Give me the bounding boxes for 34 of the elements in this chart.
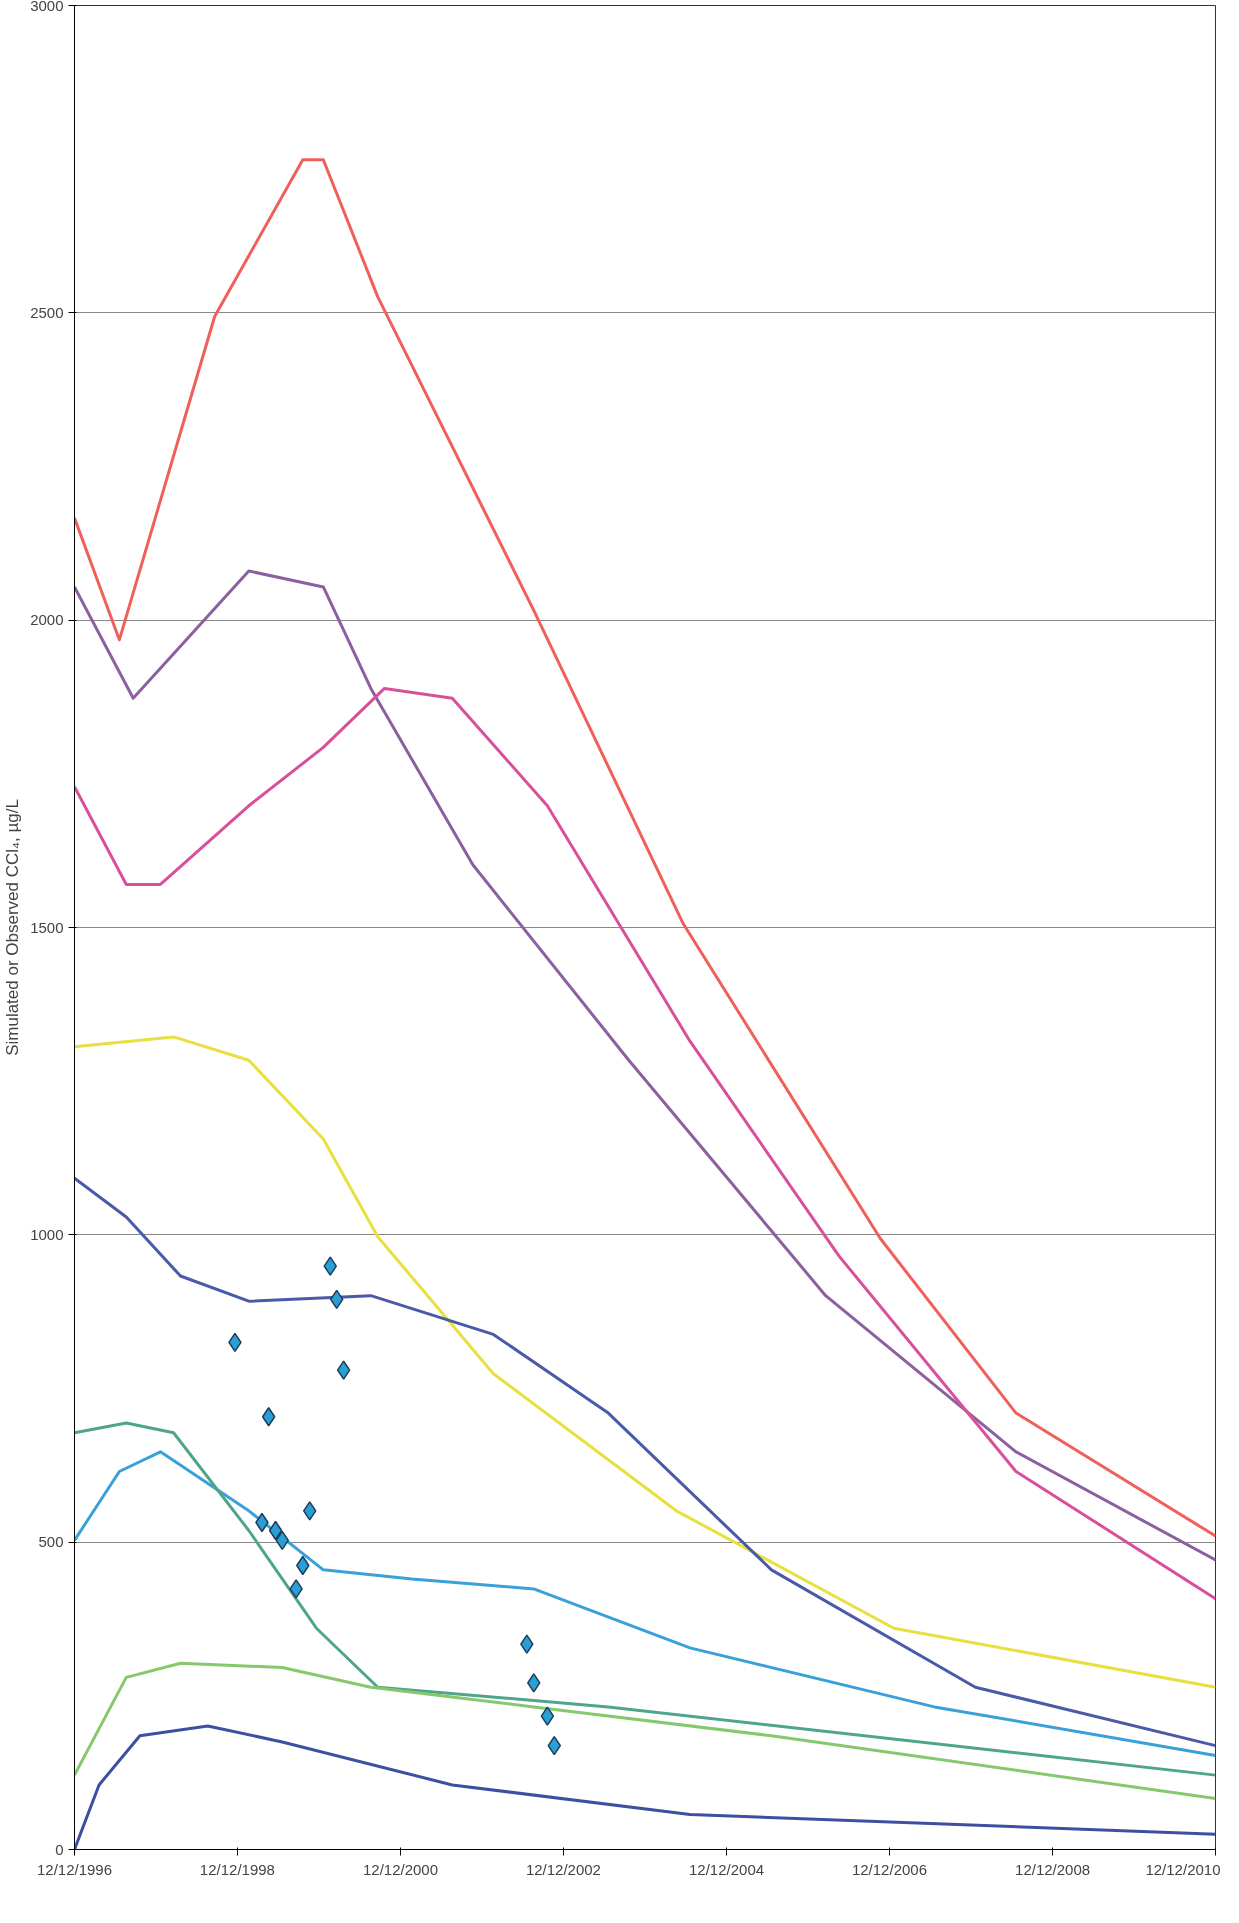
- line-series: [74, 1035, 1216, 1689]
- line-series: [74, 158, 1216, 1538]
- point: [329, 1289, 344, 1310]
- x-tick-label: 12/12/2002: [525, 1860, 601, 1878]
- point: [268, 1520, 283, 1541]
- y-tick-label: 1000: [30, 1225, 64, 1243]
- point: [336, 1360, 351, 1380]
- point: [540, 1706, 555, 1726]
- line-series: [74, 1176, 1216, 1748]
- y-tick-label: 2500: [30, 303, 64, 321]
- x-tick-label: 12/12/2000: [363, 1860, 439, 1878]
- x-tick-label: 12/12/2004: [689, 1860, 765, 1878]
- point: [261, 1407, 276, 1427]
- y-tick-label: 0: [55, 1840, 64, 1858]
- point: [547, 1735, 562, 1756]
- line-series: [74, 569, 1216, 1562]
- point: [289, 1579, 303, 1599]
- y-tick-label: 1500: [30, 918, 64, 936]
- point: [275, 1530, 290, 1551]
- line-series: [74, 1661, 1216, 1800]
- line-series: [74, 686, 1216, 1601]
- x-tick-label: 12/12/2006: [851, 1860, 928, 1878]
- y-tick-label: 500: [38, 1533, 64, 1551]
- x-tick-label: 12/12/1998: [199, 1860, 275, 1878]
- point: [520, 1634, 534, 1654]
- y-tick-label: 2000: [30, 611, 64, 629]
- point: [323, 1256, 337, 1276]
- point: [527, 1673, 541, 1693]
- point: [302, 1501, 317, 1521]
- y-tick-label: 3000: [30, 0, 64, 14]
- x-tick-label: 12/12/1996: [36, 1860, 113, 1878]
- x-tick-label: 12/12/2010: [1145, 1860, 1221, 1878]
- y-axis-title: Simulated or Observed CCl₄, µg/L: [3, 799, 23, 1056]
- x-tick-label: 12/12/2008: [1015, 1860, 1091, 1878]
